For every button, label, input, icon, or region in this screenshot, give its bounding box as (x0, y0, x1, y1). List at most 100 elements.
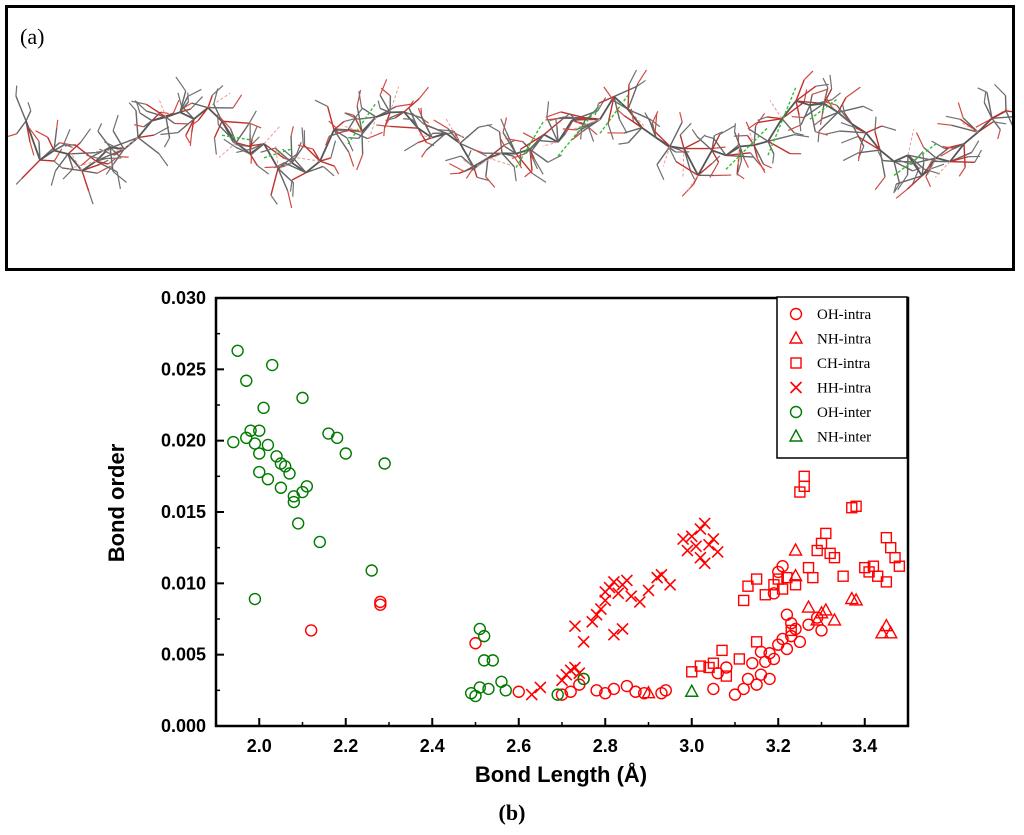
side-bond (571, 130, 584, 141)
side-bond (326, 106, 335, 131)
backbone-bond (669, 145, 685, 150)
side-bond (499, 137, 506, 147)
backbone-bond (221, 120, 237, 144)
backbone-bond (697, 149, 713, 176)
side-bond (314, 99, 328, 107)
side-bond (562, 128, 576, 131)
x-tick-label: 2.0 (247, 736, 272, 756)
nh-intra-point (848, 592, 864, 606)
side-bond (53, 127, 58, 151)
side-bond (524, 170, 533, 178)
ch-intra-point (742, 580, 754, 592)
side-bond (829, 74, 833, 90)
oh-intra-point (374, 595, 387, 609)
side-bond (697, 162, 713, 176)
intra-h-bond (218, 142, 237, 158)
side-bond (587, 125, 595, 142)
side-bond (795, 85, 817, 102)
side-bond (15, 95, 27, 122)
side-bond (86, 154, 101, 160)
side-bond (235, 124, 249, 144)
side-bond (277, 167, 294, 184)
intra-h-bond (275, 146, 279, 169)
ch-intra-point (850, 500, 862, 512)
side-bond (711, 149, 720, 163)
side-bond (767, 141, 775, 155)
side-bond (545, 117, 559, 121)
side-bond (64, 143, 75, 147)
side-bond (817, 131, 820, 143)
side-bond (500, 118, 507, 133)
side-bond (753, 144, 765, 165)
side-bond (112, 130, 125, 150)
side-bond (361, 106, 377, 118)
ch-intra-point (893, 560, 906, 572)
side-bond (803, 70, 814, 81)
side-bond (52, 160, 63, 169)
backbone-bond (431, 132, 447, 139)
side-bond (994, 83, 1006, 96)
hh-intra-point (702, 538, 716, 551)
side-bond (376, 124, 391, 128)
side-bond (467, 150, 472, 159)
side-bond (417, 107, 422, 116)
side-bond (743, 158, 749, 168)
side-bond (683, 140, 700, 150)
side-bond (772, 154, 775, 164)
side-bond (15, 178, 23, 185)
hh-intra-point (577, 635, 590, 648)
backbone-bond (599, 96, 615, 120)
oh-intra-point (737, 682, 750, 696)
side-bond (945, 115, 961, 120)
side-bond (713, 138, 727, 156)
oh-inter-point (291, 517, 305, 530)
backbone-bond (193, 107, 209, 120)
nh-intra-point (809, 612, 825, 626)
side-bond (379, 107, 391, 114)
side-bond (322, 165, 335, 177)
oh-inter-point (477, 629, 491, 643)
side-bond (283, 162, 307, 174)
side-bond (733, 134, 748, 137)
side-bond (408, 107, 419, 129)
oh-intra-point (637, 686, 651, 700)
side-bond (975, 119, 990, 128)
chart-marks (227, 344, 906, 703)
side-bond (767, 140, 791, 155)
intra-h-bond (737, 146, 741, 165)
scatter-chart: 2.0 2.2 2.4 2.6 2.8 3.0 3.2 3.4 0.000 0.005 0.010 0… (104, 288, 910, 787)
side-bond (100, 148, 125, 160)
side-bond (247, 110, 257, 125)
hh-intra-point (625, 590, 638, 603)
side-bond (986, 92, 993, 119)
side-bond (180, 105, 195, 120)
side-bond (988, 110, 1007, 121)
side-bond (803, 102, 825, 119)
side-bond (520, 133, 545, 150)
side-bond (158, 153, 169, 167)
side-bond (295, 141, 302, 155)
nh-intra-point (641, 685, 656, 699)
side-bond (97, 130, 111, 148)
ch-intra-point (837, 570, 849, 582)
legend-marker-oh-inter (789, 405, 803, 419)
side-bond (165, 116, 176, 125)
side-bond (277, 168, 289, 192)
side-bond (15, 85, 18, 97)
side-bond (654, 131, 671, 147)
hh-intra-point (633, 595, 646, 608)
oh-intra-point (780, 608, 794, 621)
side-bond (711, 146, 726, 150)
side-bond (160, 132, 179, 136)
side-bond (486, 124, 500, 133)
intra-h-bond (542, 141, 559, 147)
backbone-bond (767, 118, 783, 142)
side-bond (292, 157, 307, 174)
ch-intra-point (776, 583, 789, 595)
intra-h-bond (342, 125, 363, 133)
oh-inter-point (270, 450, 283, 463)
side-bond (328, 120, 339, 130)
side-bond (763, 163, 773, 169)
intra-h-bond (278, 162, 293, 170)
intra-h-bond (263, 124, 282, 145)
